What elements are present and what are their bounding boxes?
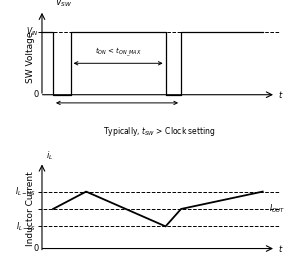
Text: $I_{L-LS}$: $I_{L-LS}$ bbox=[16, 220, 36, 233]
Text: $V_{IN}$: $V_{IN}$ bbox=[26, 26, 39, 38]
Text: $t_{ON}$ < $t_{ON\_MAX}$: $t_{ON}$ < $t_{ON\_MAX}$ bbox=[95, 46, 141, 59]
Y-axis label: SW Voltage: SW Voltage bbox=[26, 31, 35, 83]
Text: $t$: $t$ bbox=[278, 89, 284, 100]
Text: $i_L$: $i_L$ bbox=[47, 149, 54, 161]
Text: $I_{OUT}$: $I_{OUT}$ bbox=[269, 203, 285, 215]
Text: $V_{SW}$: $V_{SW}$ bbox=[55, 0, 73, 9]
Text: Typically, $t_{SW}$ > Clock setting: Typically, $t_{SW}$ > Clock setting bbox=[103, 125, 215, 138]
Text: 0: 0 bbox=[34, 244, 39, 253]
Text: 0: 0 bbox=[34, 90, 39, 99]
Y-axis label: Inductor Current: Inductor Current bbox=[26, 172, 35, 246]
Text: $I_{L-HS}$: $I_{L-HS}$ bbox=[15, 185, 36, 198]
Text: $t$: $t$ bbox=[278, 243, 284, 254]
